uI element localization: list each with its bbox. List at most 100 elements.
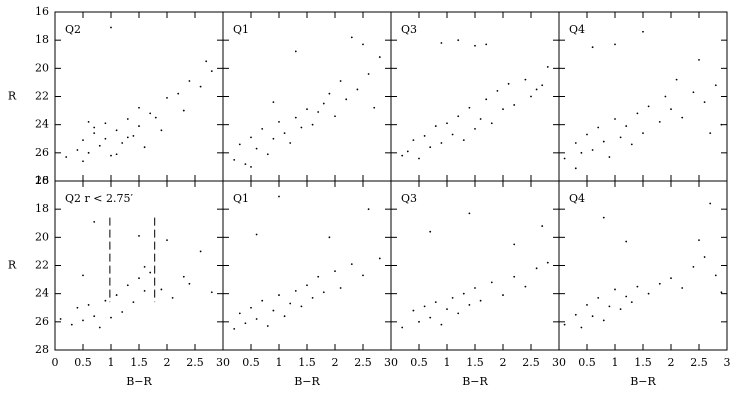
point bbox=[317, 111, 320, 113]
y-tick-label: 24 bbox=[35, 287, 49, 300]
point bbox=[502, 108, 504, 111]
point bbox=[199, 250, 202, 253]
point bbox=[524, 78, 527, 81]
point bbox=[647, 105, 650, 108]
point bbox=[339, 80, 342, 82]
x-tick-label: 2 bbox=[668, 356, 675, 369]
point bbox=[76, 149, 79, 151]
y-axis-label: R bbox=[8, 90, 17, 103]
point bbox=[294, 116, 297, 119]
y-tick-label: 24 bbox=[35, 118, 49, 131]
point bbox=[513, 104, 516, 106]
point bbox=[93, 132, 96, 135]
point bbox=[143, 289, 146, 292]
point bbox=[535, 267, 538, 270]
x-tick-label: 1 bbox=[276, 356, 283, 369]
point bbox=[530, 95, 532, 98]
point bbox=[658, 120, 661, 123]
point bbox=[115, 153, 118, 156]
panel-frame bbox=[222, 11, 392, 182]
point bbox=[278, 120, 280, 123]
point bbox=[429, 316, 432, 319]
point bbox=[110, 26, 112, 29]
point bbox=[132, 135, 135, 137]
point bbox=[720, 123, 723, 126]
point bbox=[238, 143, 241, 146]
point bbox=[306, 284, 308, 287]
x-tick-label: 0.5 bbox=[242, 356, 260, 369]
point bbox=[166, 239, 168, 242]
y-tick-label: 20 bbox=[35, 61, 49, 74]
panel-label: Q4 bbox=[569, 192, 585, 205]
point bbox=[434, 301, 437, 304]
point bbox=[278, 195, 280, 198]
point bbox=[703, 256, 706, 258]
point bbox=[255, 147, 258, 150]
point bbox=[350, 36, 353, 39]
point bbox=[502, 294, 504, 296]
y-tick-label: 20 bbox=[35, 230, 49, 243]
point bbox=[720, 291, 723, 294]
point bbox=[446, 308, 448, 311]
y-tick-label: 18 bbox=[35, 202, 49, 215]
x-tick-label: 2 bbox=[332, 356, 339, 369]
point bbox=[261, 299, 264, 302]
point bbox=[703, 101, 706, 104]
point bbox=[580, 326, 583, 329]
point bbox=[563, 323, 566, 326]
point bbox=[485, 98, 488, 101]
y-tick-label: 16 bbox=[35, 5, 49, 18]
point bbox=[597, 126, 600, 129]
point bbox=[474, 287, 476, 289]
y-tick-label: 26 bbox=[35, 146, 49, 159]
point bbox=[451, 133, 454, 136]
point bbox=[614, 288, 616, 291]
point bbox=[171, 296, 174, 299]
point bbox=[82, 160, 84, 163]
panel-label: Q4 bbox=[569, 23, 585, 36]
point bbox=[614, 43, 616, 46]
point bbox=[82, 139, 84, 142]
point bbox=[255, 233, 258, 236]
point bbox=[698, 239, 700, 242]
point bbox=[278, 294, 280, 296]
point bbox=[160, 288, 163, 291]
point bbox=[457, 39, 460, 42]
point bbox=[143, 146, 146, 149]
point bbox=[317, 275, 320, 278]
point bbox=[266, 153, 269, 156]
point bbox=[87, 151, 90, 154]
point bbox=[608, 305, 611, 308]
point bbox=[574, 167, 577, 170]
point bbox=[238, 312, 241, 315]
y-axis-label: R bbox=[8, 259, 17, 272]
point bbox=[138, 125, 140, 127]
point bbox=[563, 157, 566, 160]
point bbox=[339, 287, 342, 289]
y-tick-label: 26 bbox=[35, 315, 49, 328]
point bbox=[261, 127, 264, 130]
point bbox=[474, 127, 476, 130]
point bbox=[294, 50, 297, 53]
point bbox=[406, 150, 409, 153]
point bbox=[160, 129, 163, 132]
point bbox=[412, 139, 415, 142]
point bbox=[378, 257, 381, 260]
point bbox=[462, 139, 465, 142]
point bbox=[334, 115, 336, 118]
point bbox=[591, 46, 594, 49]
point bbox=[93, 220, 96, 223]
point bbox=[272, 101, 275, 104]
point bbox=[138, 235, 140, 237]
point bbox=[345, 98, 348, 101]
point bbox=[350, 263, 353, 265]
panel-label: Q2 r < 2.75′ bbox=[65, 192, 133, 205]
point bbox=[272, 309, 275, 312]
point bbox=[182, 275, 185, 278]
point bbox=[462, 292, 465, 295]
point bbox=[490, 281, 493, 284]
y-tick-label: 28 bbox=[35, 343, 49, 356]
point bbox=[104, 122, 107, 125]
point bbox=[322, 102, 325, 105]
point bbox=[541, 84, 544, 87]
